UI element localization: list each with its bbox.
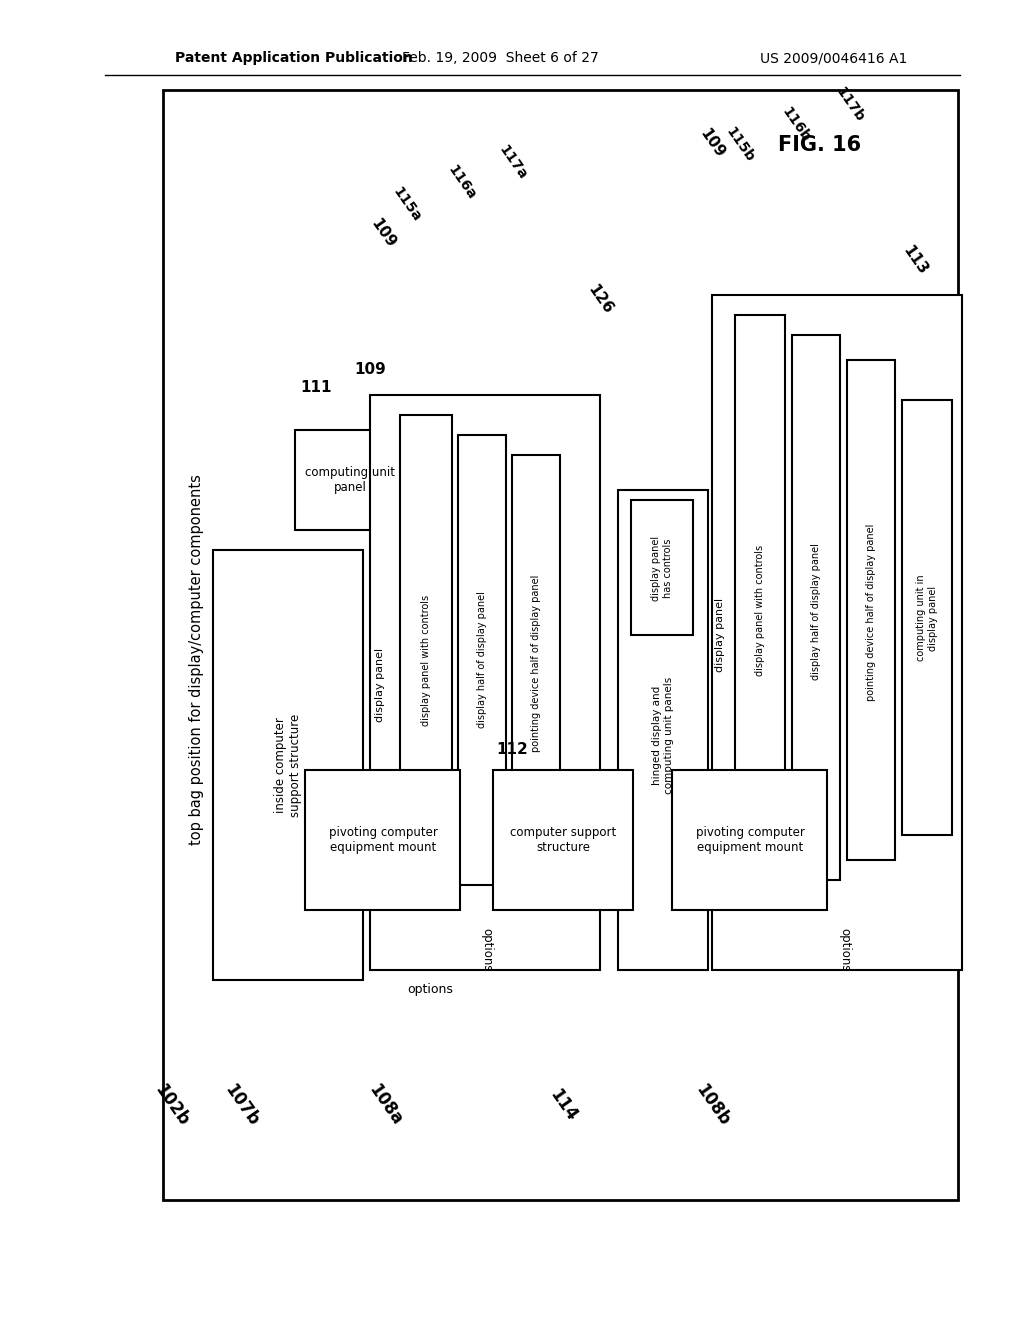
Bar xyxy=(493,770,633,909)
Text: 109: 109 xyxy=(696,125,727,160)
Text: 126: 126 xyxy=(585,282,615,317)
Text: display half of display panel: display half of display panel xyxy=(811,544,821,680)
Text: options: options xyxy=(480,928,494,972)
Text: pointing device half of display panel: pointing device half of display panel xyxy=(531,574,541,751)
Bar xyxy=(370,395,600,970)
Text: display panel
has controls: display panel has controls xyxy=(651,536,673,601)
Text: hinged display and
computing unit panels: hinged display and computing unit panels xyxy=(652,676,674,793)
Text: 112: 112 xyxy=(496,742,528,758)
Bar xyxy=(213,550,362,979)
Text: options: options xyxy=(839,928,852,972)
Text: display panel with controls: display panel with controls xyxy=(421,594,431,726)
Text: US 2009/0046416 A1: US 2009/0046416 A1 xyxy=(760,51,907,65)
Bar xyxy=(902,400,952,836)
Text: display half of display panel: display half of display panel xyxy=(477,591,487,729)
Text: 114: 114 xyxy=(546,1085,581,1125)
Text: computing unit
panel: computing unit panel xyxy=(305,466,395,494)
Text: Feb. 19, 2009  Sheet 6 of 27: Feb. 19, 2009 Sheet 6 of 27 xyxy=(401,51,598,65)
Bar xyxy=(631,500,693,635)
Text: pivoting computer
equipment mount: pivoting computer equipment mount xyxy=(329,826,437,854)
Text: 113: 113 xyxy=(900,243,930,277)
Text: 108a: 108a xyxy=(365,1081,406,1129)
Text: 115b: 115b xyxy=(723,125,757,165)
Text: options: options xyxy=(408,983,453,997)
Text: 109: 109 xyxy=(354,363,386,378)
Bar xyxy=(618,490,708,970)
Bar xyxy=(295,430,406,531)
Text: 117b: 117b xyxy=(834,84,867,125)
Text: top bag position for display/computer components: top bag position for display/computer co… xyxy=(188,475,204,845)
Bar xyxy=(512,455,560,870)
Text: 111: 111 xyxy=(300,380,332,396)
Text: pointing device half of display panel: pointing device half of display panel xyxy=(866,523,876,701)
Bar xyxy=(847,360,895,861)
Text: FIG. 16: FIG. 16 xyxy=(778,135,861,154)
Bar xyxy=(672,770,827,909)
Bar xyxy=(458,436,506,884)
Text: Patent Application Publication: Patent Application Publication xyxy=(175,51,413,65)
Text: computing unit in
display panel: computing unit in display panel xyxy=(916,574,938,661)
Text: 116b: 116b xyxy=(779,106,813,145)
Bar xyxy=(163,90,958,1200)
Text: 102b: 102b xyxy=(152,1081,193,1129)
Text: 107b: 107b xyxy=(221,1081,263,1129)
Text: 117a: 117a xyxy=(497,143,529,183)
Text: inside computer
support structure: inside computer support structure xyxy=(274,713,302,817)
Text: display panel: display panel xyxy=(715,598,725,672)
Text: pivoting computer
equipment mount: pivoting computer equipment mount xyxy=(695,826,805,854)
Bar xyxy=(735,315,785,906)
Text: computer support
structure: computer support structure xyxy=(510,826,616,854)
Text: 108b: 108b xyxy=(692,1081,733,1129)
Bar xyxy=(792,335,840,880)
Text: 116a: 116a xyxy=(445,164,479,203)
Text: display panel: display panel xyxy=(375,648,385,722)
Text: 115a: 115a xyxy=(390,185,424,224)
Bar xyxy=(400,414,452,906)
Bar xyxy=(305,770,460,909)
Text: display panel with controls: display panel with controls xyxy=(755,544,765,676)
Bar xyxy=(712,294,962,970)
Text: 109: 109 xyxy=(368,215,398,251)
